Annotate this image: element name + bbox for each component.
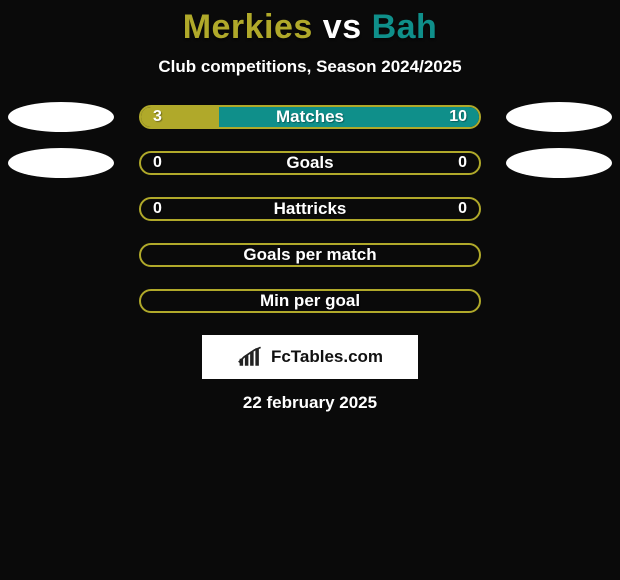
chart-icon xyxy=(237,346,265,368)
stat-value-right: 10 xyxy=(449,108,467,126)
title-player1: Merkies xyxy=(183,8,313,46)
logo-box: FcTables.com xyxy=(202,335,418,379)
date-text: 22 february 2025 xyxy=(0,393,620,413)
logo-text: FcTables.com xyxy=(271,347,383,367)
stat-label: Goals per match xyxy=(243,245,376,265)
stat-bar: 3 10 Matches xyxy=(139,105,481,129)
stat-value-left: 0 xyxy=(153,200,162,218)
stat-value-left: 0 xyxy=(153,154,162,172)
stat-bar: Goals per match xyxy=(139,243,481,267)
title-player2: Bah xyxy=(372,8,438,46)
stat-fill-right xyxy=(219,107,479,127)
stat-row: Goals per match xyxy=(0,243,620,267)
stat-label: Hattricks xyxy=(274,199,347,219)
stat-bar: 0 0 Hattricks xyxy=(139,197,481,221)
stat-row: 3 10 Matches xyxy=(0,105,620,129)
player2-badge xyxy=(506,148,612,178)
page-title: Merkies vs Bah xyxy=(0,8,620,47)
stat-label: Goals xyxy=(286,153,333,173)
title-vs: vs xyxy=(323,8,362,46)
player1-badge xyxy=(8,148,114,178)
stat-row: 0 0 Goals xyxy=(0,151,620,175)
stat-row: Min per goal xyxy=(0,289,620,313)
subtitle: Club competitions, Season 2024/2025 xyxy=(0,57,620,77)
stat-label: Matches xyxy=(276,107,344,127)
player2-badge xyxy=(506,102,612,132)
stat-bar: 0 0 Goals xyxy=(139,151,481,175)
stat-label: Min per goal xyxy=(260,291,360,311)
comparison-infographic: Merkies vs Bah Club competitions, Season… xyxy=(0,0,620,580)
stat-row: 0 0 Hattricks xyxy=(0,197,620,221)
player1-badge xyxy=(8,102,114,132)
stat-value-right: 0 xyxy=(458,154,467,172)
stat-value-right: 0 xyxy=(458,200,467,218)
stat-bar: Min per goal xyxy=(139,289,481,313)
stat-value-left: 3 xyxy=(153,108,162,126)
stat-rows: 3 10 Matches 0 0 Goals 0 0 Hattricks Goals per ma… xyxy=(0,105,620,313)
